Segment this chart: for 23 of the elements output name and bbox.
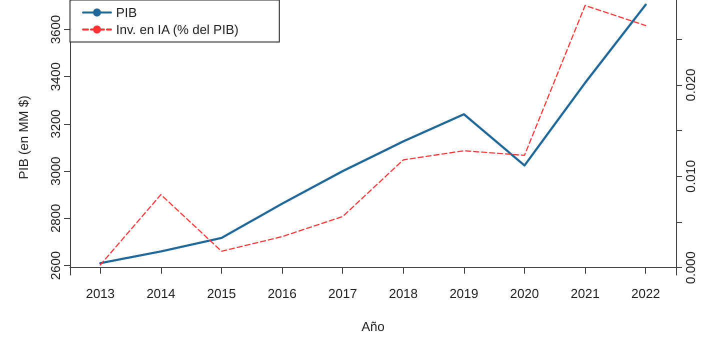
x-tick-label: 2015 (207, 286, 236, 301)
x-tick-label: 2022 (631, 286, 660, 301)
x-tick-label: 2014 (146, 286, 176, 301)
y-tick-label: 2800 (48, 204, 63, 233)
y2-tick-label: 0.000 (683, 251, 698, 284)
y2-tick-label: 0.010 (683, 160, 698, 193)
x-tick-label: 2021 (570, 286, 600, 301)
x-axis-title: Año (361, 319, 385, 334)
x-tick-label: 2018 (388, 286, 418, 301)
y-tick-label: 2600 (48, 251, 63, 280)
y-tick-label: 3200 (48, 109, 63, 138)
y-tick-label: 3600 (48, 15, 63, 44)
legend-label: PIB (116, 5, 137, 20)
legend-label: Inv. en IA (% del PIB) (116, 22, 239, 37)
y-axis-title: PIB (en MM $) (16, 96, 31, 180)
x-tick-label: 2020 (510, 286, 539, 301)
x-tick-label: 2016 (268, 286, 297, 301)
y-tick-label: 3000 (48, 156, 63, 186)
y-tick-label: 3400 (48, 62, 63, 92)
x-tick-label: 2017 (328, 286, 358, 301)
y2-tick-label: 0.020 (683, 68, 698, 102)
x-tick-label: 2019 (449, 286, 478, 301)
x-tick-label: 2013 (86, 286, 115, 301)
